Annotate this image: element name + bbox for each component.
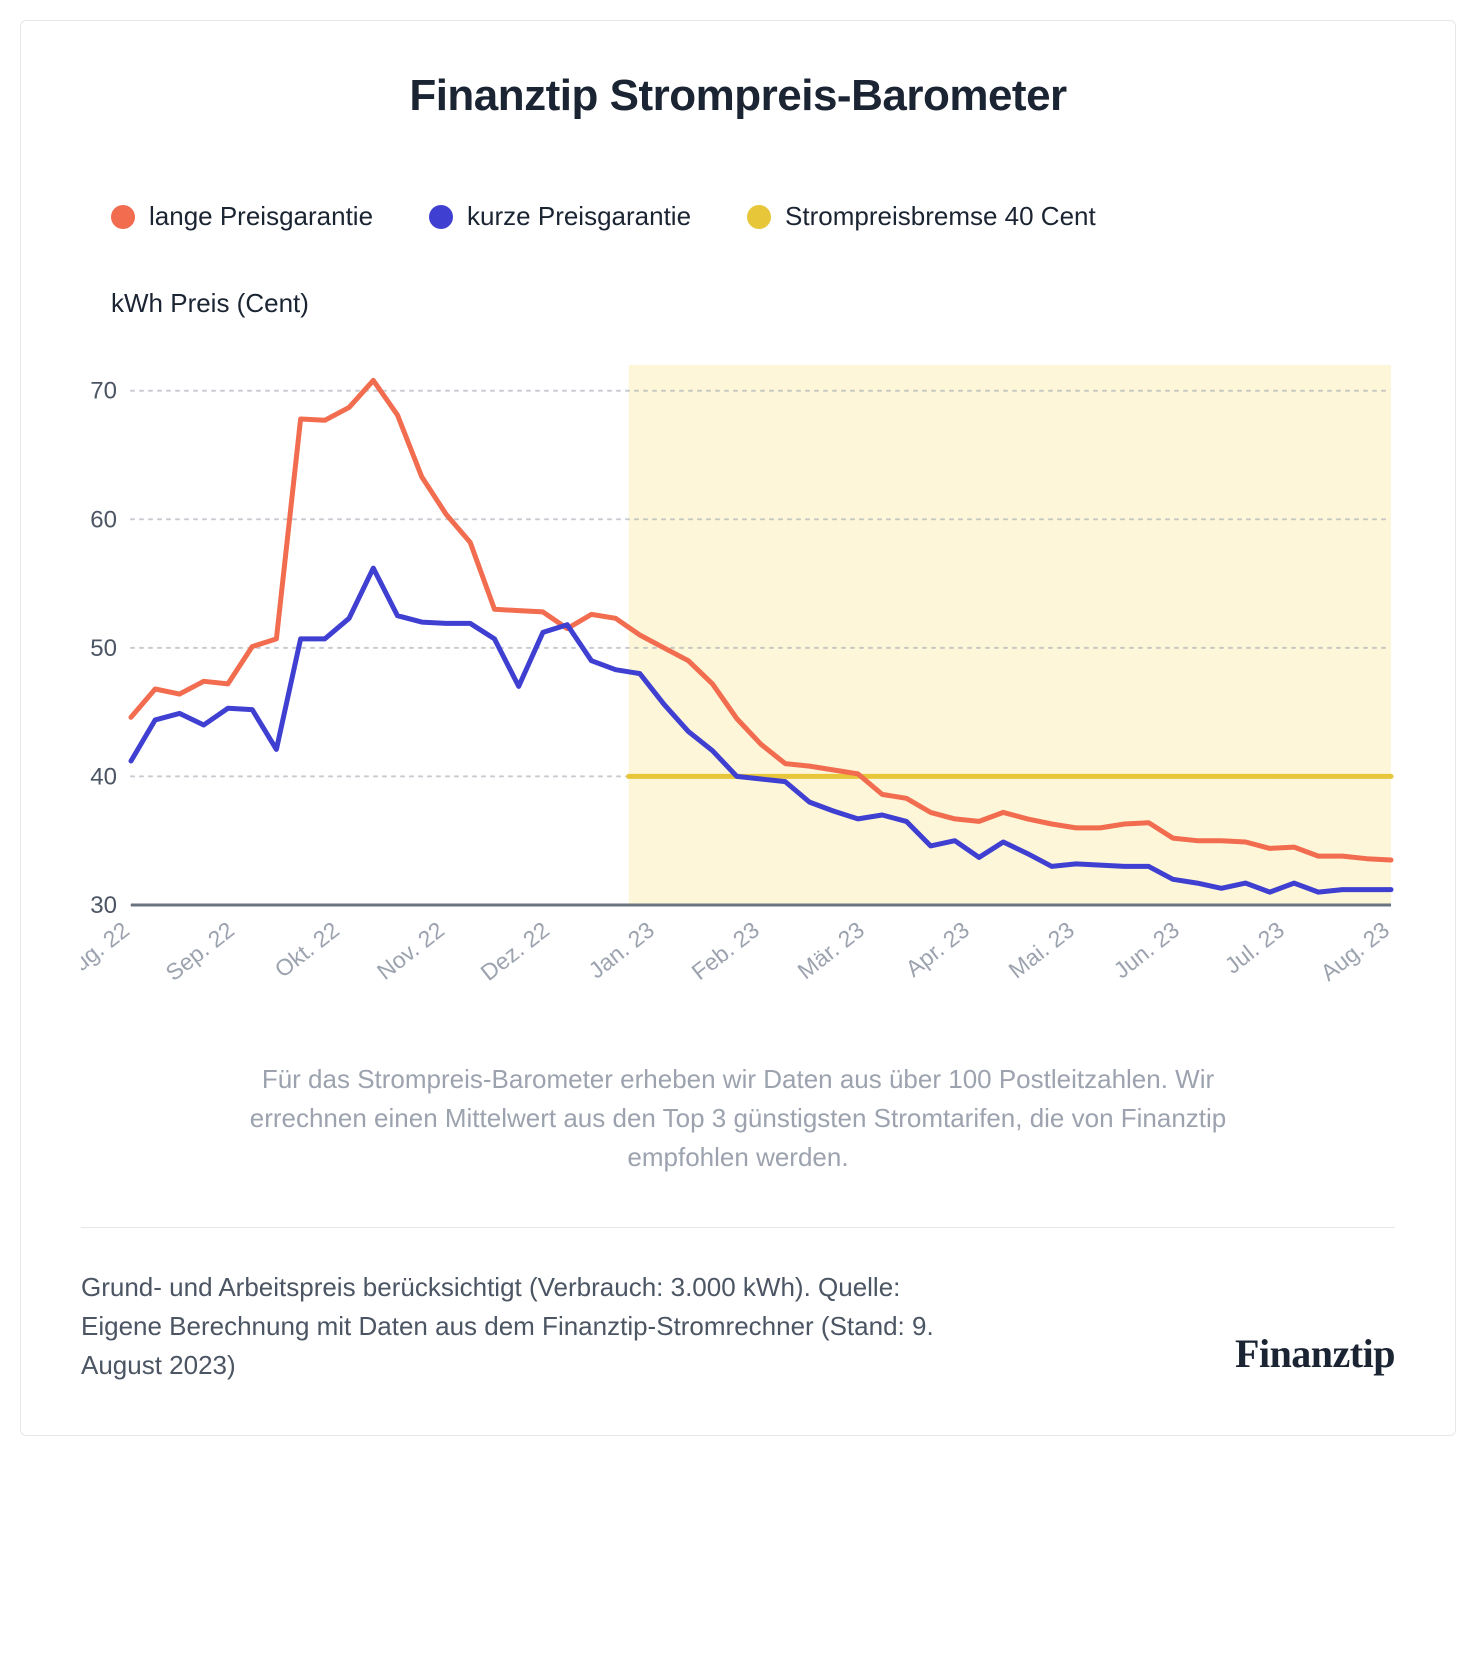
x-tick-label: Okt. 22 bbox=[270, 916, 344, 982]
x-tick-label: Aug. 22 bbox=[81, 916, 134, 985]
x-tick-label: Feb. 23 bbox=[687, 916, 764, 985]
svg-text:60: 60 bbox=[90, 506, 117, 533]
x-tick-label: Jul. 23 bbox=[1220, 916, 1289, 978]
legend-item-bremse: Strompreisbremse 40 Cent bbox=[747, 201, 1096, 232]
chart-note: Für das Strompreis-Barometer erheben wir… bbox=[243, 1060, 1233, 1177]
legend-item-lange: lange Preisgarantie bbox=[111, 201, 373, 232]
svg-text:40: 40 bbox=[90, 763, 117, 790]
y-axis-title: kWh Preis (Cent) bbox=[81, 288, 1395, 319]
x-tick-label: Mai. 23 bbox=[1004, 916, 1079, 983]
svg-text:50: 50 bbox=[90, 635, 117, 662]
legend-dot-icon bbox=[111, 205, 135, 229]
legend-dot-icon bbox=[429, 205, 453, 229]
brand-logo: Finanztip bbox=[1235, 1330, 1395, 1385]
chart-plot: 30 40 50 60 70 Aug. 22 Sep. 22 Okt. 22 Nov. 22 De… bbox=[81, 355, 1395, 1000]
legend-dot-icon bbox=[747, 205, 771, 229]
footer-source-text: Grund- und Arbeitspreis berücksichtigt (… bbox=[81, 1268, 981, 1385]
x-tick-label: Nov. 22 bbox=[372, 916, 449, 984]
line-chart-svg: 30 40 50 60 70 Aug. 22 Sep. 22 Okt. 22 Nov. 22 De… bbox=[81, 355, 1401, 995]
x-tick-label: Sep. 22 bbox=[161, 916, 239, 985]
legend: lange Preisgarantie kurze Preisgarantie … bbox=[81, 201, 1395, 232]
legend-label: lange Preisgarantie bbox=[149, 201, 373, 232]
x-tick-label: Aug. 23 bbox=[1316, 916, 1394, 985]
chart-card: Finanztip Strompreis-Barometer lange Pre… bbox=[20, 20, 1456, 1436]
legend-label: kurze Preisgarantie bbox=[467, 201, 691, 232]
x-tick-label: Jan. 23 bbox=[584, 916, 659, 983]
chart-footer: Grund- und Arbeitspreis berücksichtigt (… bbox=[81, 1268, 1395, 1385]
x-tick-label: Jun. 23 bbox=[1109, 916, 1184, 983]
svg-text:30: 30 bbox=[90, 892, 117, 919]
x-tick-label: Apr. 23 bbox=[901, 916, 974, 981]
divider bbox=[81, 1227, 1395, 1228]
legend-label: Strompreisbremse 40 Cent bbox=[785, 201, 1096, 232]
svg-text:70: 70 bbox=[90, 378, 117, 405]
x-tick-label: Dez. 22 bbox=[476, 916, 554, 985]
legend-item-kurze: kurze Preisgarantie bbox=[429, 201, 691, 232]
x-tick-label: Mär. 23 bbox=[793, 916, 869, 984]
chart-title: Finanztip Strompreis-Barometer bbox=[81, 71, 1395, 121]
